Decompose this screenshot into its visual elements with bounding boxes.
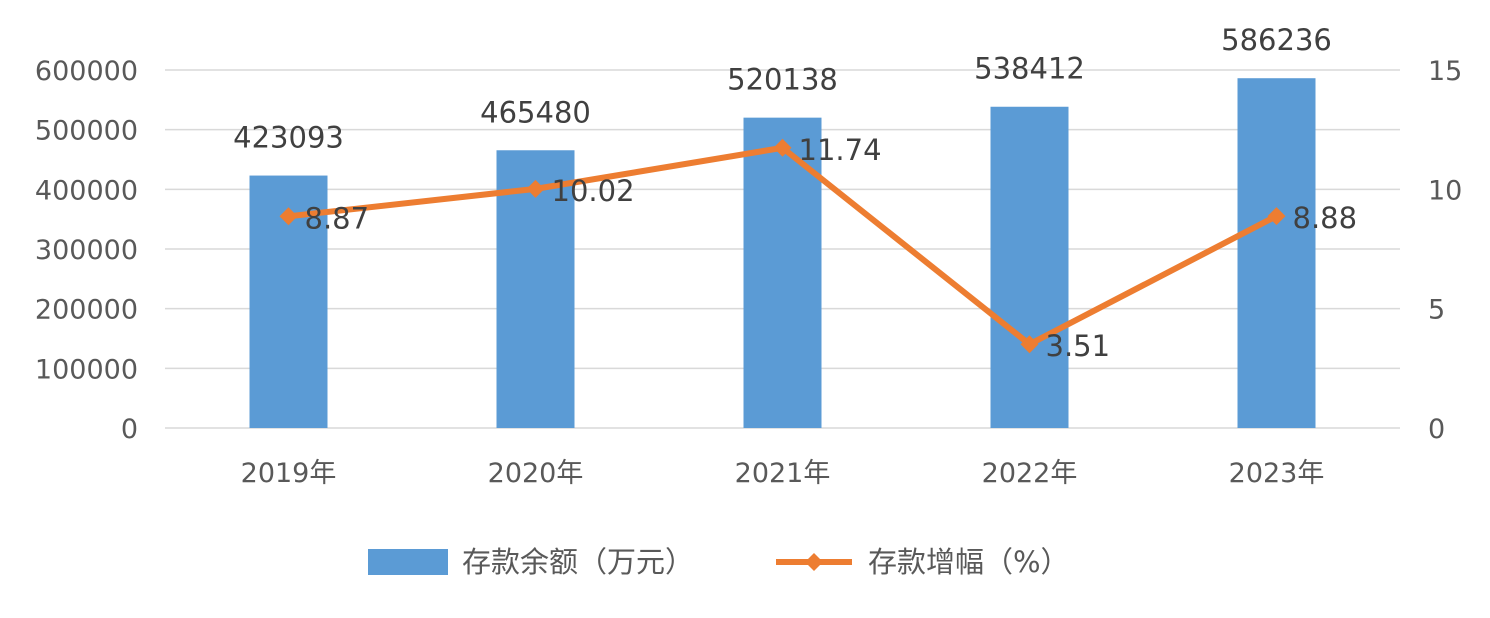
left-axis-tick-label: 600000 xyxy=(35,56,138,87)
line-value-label: 8.87 xyxy=(305,201,370,235)
category-label: 2022年 xyxy=(982,458,1078,489)
line-point xyxy=(773,138,792,157)
right-axis-tick-label: 0 xyxy=(1428,414,1445,445)
bar xyxy=(1237,78,1316,428)
left-axis-tick-label: 300000 xyxy=(35,235,138,266)
left-axis: 0 100000 200000 300000 400000 500000 600000 xyxy=(35,56,138,445)
legend-bar-label: 存款余额（万元） xyxy=(462,545,694,579)
line-value-label: 8.88 xyxy=(1293,201,1358,235)
bar-value-label: 586236 xyxy=(1221,23,1332,57)
legend-line-label: 存款增幅（%） xyxy=(868,545,1070,579)
bar-value-label: 520138 xyxy=(727,63,838,97)
legend-line-marker xyxy=(805,553,823,571)
category-axis: 2019年 2020年 2021年 2022年 2023年 xyxy=(241,458,1325,489)
line-point xyxy=(1267,207,1286,226)
bar-value-label: 538412 xyxy=(974,52,1085,86)
line-point xyxy=(526,179,545,198)
data-labels: 423093 465480 520138 538412 586236 8.87 10.02 1… xyxy=(233,23,1357,363)
line-series xyxy=(279,138,1286,354)
right-axis: 0 5 10 15 xyxy=(1428,56,1462,445)
left-axis-tick-label: 100000 xyxy=(35,354,138,385)
category-label: 2021年 xyxy=(735,458,831,489)
bar xyxy=(990,106,1069,429)
line-value-label: 10.02 xyxy=(552,174,635,208)
category-label: 2020年 xyxy=(488,458,584,489)
bar-series xyxy=(249,78,1316,429)
left-axis-tick-label: 200000 xyxy=(35,295,138,326)
line-point xyxy=(1020,335,1039,354)
legend-bar-swatch xyxy=(368,549,448,575)
right-axis-tick-label: 5 xyxy=(1428,295,1445,326)
category-label: 2023年 xyxy=(1229,458,1325,489)
left-axis-tick-label: 0 xyxy=(121,414,138,445)
legend: 存款余额（万元） 存款增幅（%） xyxy=(368,545,1070,579)
category-label: 2019年 xyxy=(241,458,337,489)
right-axis-tick-label: 10 xyxy=(1428,175,1462,206)
left-axis-tick-label: 400000 xyxy=(35,175,138,206)
line-point xyxy=(279,207,298,226)
bar-value-label: 465480 xyxy=(480,95,591,129)
right-axis-tick-label: 15 xyxy=(1428,56,1462,87)
left-axis-tick-label: 500000 xyxy=(35,116,138,147)
bar-value-label: 423093 xyxy=(233,121,344,155)
line-value-label: 11.74 xyxy=(799,133,882,167)
line-value-label: 3.51 xyxy=(1046,329,1111,363)
